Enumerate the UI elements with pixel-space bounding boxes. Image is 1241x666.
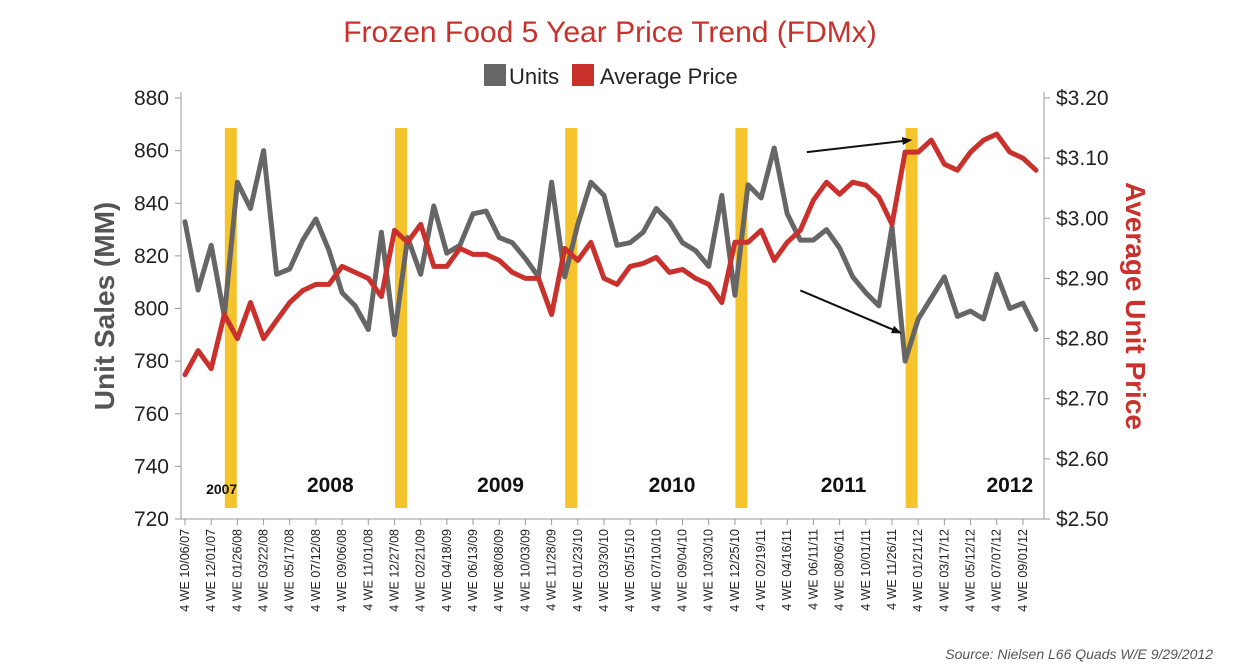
legend-label-units: Units (509, 64, 559, 89)
x-tick-label-14: 4 WE 11/28/09 (545, 529, 559, 611)
y-ticks-right: $2.50 $2.60 $2.70 $2.80 $2.90 $3.00 $3.10 $3.20 (1044, 87, 1109, 531)
trend-arrow-1 (799, 289, 902, 334)
year-dividers (224, 128, 918, 508)
y-tick-label-right-5: $3.00 (1056, 207, 1109, 230)
x-tick-label-5: 4 WE 07/12/08 (309, 529, 323, 612)
y-axis-label-left: Unit Sales (MM) (89, 202, 120, 410)
y-tick-label-left-8: 880 (134, 87, 169, 110)
source-note: Source: Nielsen L66 Quads W/E 9/29/2012 (945, 646, 1213, 662)
y-tick-label-right-3: $2.80 (1056, 328, 1109, 351)
x-tick-label-25: 4 WE 08/06/11 (833, 529, 847, 611)
y-tick-label-right-0: $2.50 (1056, 508, 1109, 531)
year-label-2008: 2008 (307, 474, 354, 497)
y-tick-label-right-4: $2.90 (1056, 267, 1109, 290)
year-label-2012: 2012 (986, 474, 1033, 497)
x-tick-label-6: 4 WE 09/06/08 (335, 529, 349, 612)
series-line-average-price (182, 131, 1039, 378)
series-line-units (182, 145, 1039, 364)
x-tick-label-10: 4 WE 04/18/09 (440, 529, 454, 612)
legend-swatch-units (484, 64, 506, 86)
x-tick-label-11: 4 WE 06/13/09 (466, 529, 480, 612)
x-tick-label-24: 4 WE 06/11/11 (806, 529, 820, 610)
legend-label-average-price: Average Price (600, 64, 738, 89)
y-tick-label-right-7: $3.20 (1056, 87, 1109, 110)
x-tick-label-3: 4 WE 03/22/08 (257, 529, 271, 612)
year-divider-1 (395, 128, 408, 508)
x-tick-label-16: 4 WE 03/30/10 (597, 529, 611, 612)
chart-title: Frozen Food 5 Year Price Trend (FDMx) (343, 16, 877, 49)
x-tick-label-26: 4 WE 10/01/11 (859, 529, 873, 611)
year-label-2011: 2011 (821, 474, 867, 497)
x-tick-label-27: 4 WE 11/26/11 (885, 529, 899, 610)
x-tick-label-1: 4 WE 12/01/07 (204, 529, 218, 612)
x-tick-label-9: 4 WE 02/21/09 (414, 529, 428, 612)
y-tick-label-left-5: 820 (134, 245, 169, 268)
legend-swatch-average-price (572, 64, 594, 86)
x-ticks: 4 WE 10/06/07 4 WE 12/01/07 4 WE 01/26/08 4… (178, 519, 1030, 612)
y-ticks-left: 720 740 760 780 800 820 840 860 880 (134, 87, 181, 531)
series-lines (182, 131, 1039, 378)
y-tick-label-left-4: 800 (134, 298, 169, 321)
y-tick-label-left-7: 860 (134, 140, 169, 163)
year-divider-2 (565, 128, 578, 508)
x-tick-label-4: 4 WE 05/17/08 (283, 529, 297, 612)
x-tick-label-22: 4 WE 02/19/11 (754, 529, 768, 611)
trend-arrow-0 (806, 137, 913, 154)
trend-arrows (799, 137, 913, 334)
legend: Units Average Price (484, 64, 738, 89)
y-tick-label-left-1: 740 (134, 455, 169, 478)
x-tick-label-8: 4 WE 12/27/08 (387, 529, 401, 612)
year-label-2007: 2007 (206, 481, 237, 497)
x-tick-label-18: 4 WE 07/10/10 (649, 529, 663, 612)
y-tick-label-left-6: 840 (134, 192, 169, 215)
x-tick-label-7: 4 WE 11/01/08 (361, 529, 375, 611)
x-tick-label-2: 4 WE 01/26/08 (230, 529, 244, 612)
x-tick-label-28: 4 WE 01/21/12 (911, 529, 925, 612)
y-tick-label-right-1: $2.60 (1056, 448, 1109, 471)
year-divider-4 (905, 128, 918, 508)
year-label-2009: 2009 (477, 474, 524, 497)
y-axis-label-right: Average Unit Price (1120, 182, 1151, 430)
x-tick-label-17: 4 WE 05/15/10 (623, 529, 637, 612)
x-tick-label-13: 4 WE 10/03/09 (518, 529, 532, 612)
x-tick-label-15: 4 WE 01/23/10 (571, 529, 585, 612)
x-tick-label-19: 4 WE 09/04/10 (676, 529, 690, 612)
x-tick-label-29: 4 WE 03/17/12 (937, 529, 951, 612)
x-tick-label-20: 4 WE 10/30/10 (702, 529, 716, 612)
y-tick-label-right-6: $3.10 (1056, 147, 1109, 170)
x-tick-label-23: 4 WE 04/16/11 (780, 529, 794, 611)
x-tick-label-31: 4 WE 07/07/12 (990, 529, 1004, 612)
y-tick-label-left-2: 760 (134, 403, 169, 426)
x-tick-label-30: 4 WE 05/12/12 (964, 529, 978, 612)
year-labels: 2007 2008 2009 2010 2011 2012 (206, 474, 1033, 497)
y-tick-label-left-0: 720 (134, 508, 169, 531)
y-tick-label-right-2: $2.70 (1056, 388, 1109, 411)
x-tick-label-21: 4 WE 12/25/10 (728, 529, 742, 612)
x-tick-label-32: 4 WE 09/01/12 (1016, 529, 1030, 612)
axes (180, 92, 1045, 520)
x-tick-label-12: 4 WE 08/08/09 (492, 529, 506, 612)
year-label-2010: 2010 (649, 474, 696, 497)
x-tick-label-0: 4 WE 10/06/07 (178, 529, 192, 612)
y-tick-label-left-3: 780 (134, 350, 169, 373)
